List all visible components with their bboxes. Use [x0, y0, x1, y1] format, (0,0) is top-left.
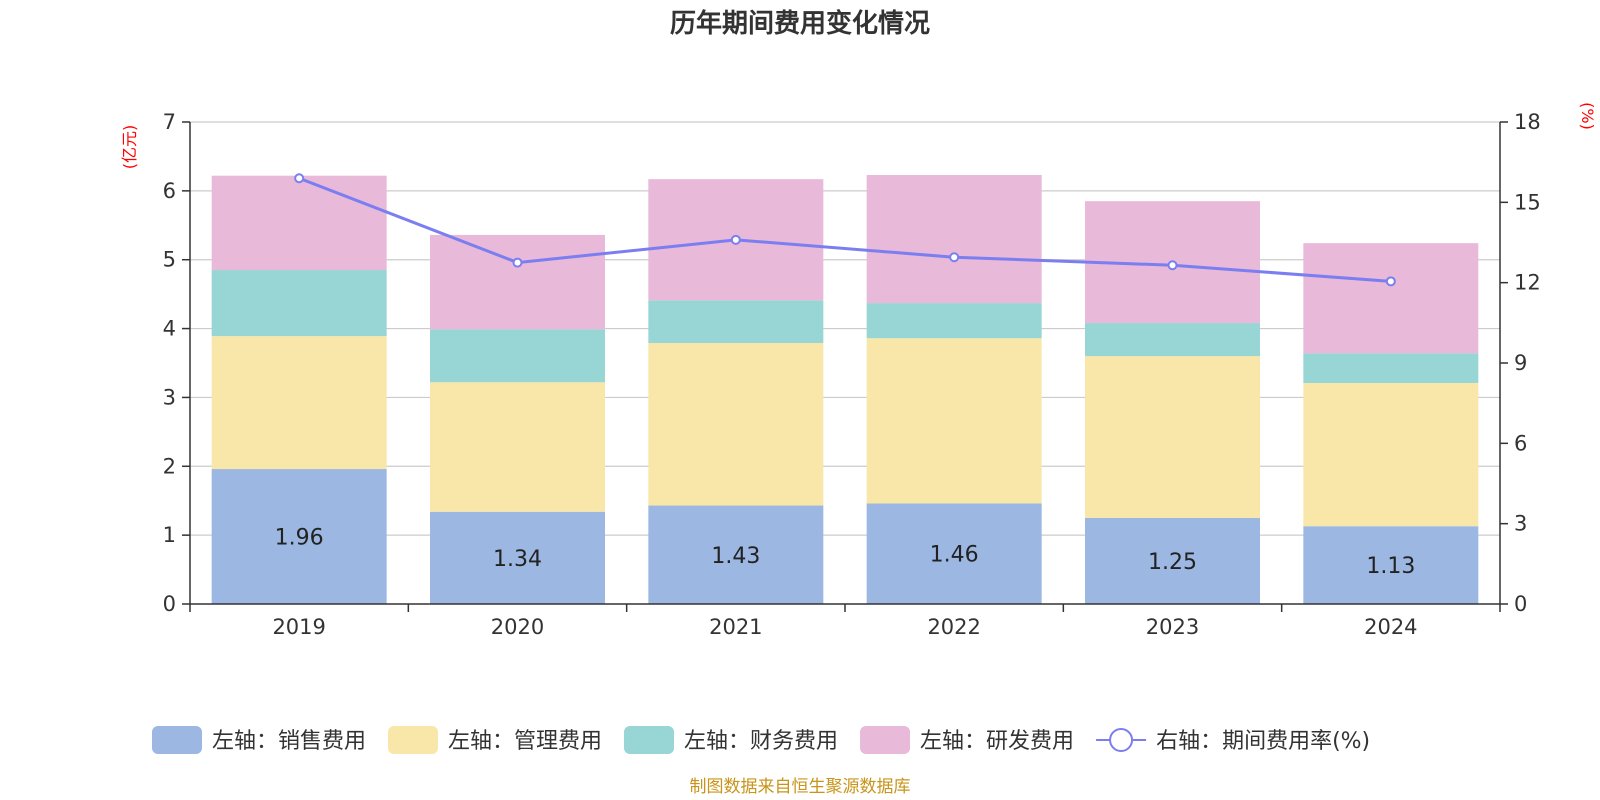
bar-segment-2022-s2 [866, 303, 1042, 339]
rate-point [949, 252, 960, 263]
right-tick-label: 3 [1514, 512, 1527, 536]
right-tick-label: 6 [1514, 431, 1527, 455]
bar-segment-2024-s2 [1303, 353, 1479, 383]
bar-segment-2021-s0 [648, 505, 824, 604]
bar-data-label: 1.25 [1148, 550, 1197, 575]
bar-segment-2024-s1 [1303, 382, 1479, 527]
bar-segment-2020-s3 [430, 234, 605, 330]
bar-segment-2023-s2 [1085, 323, 1260, 357]
legend: 左轴：销售费用 左轴：管理费用 左轴：财务费用 左轴：研发费用 右轴：期间费用率(%) [152, 726, 1370, 754]
bar-segment-2019-s0 [211, 469, 387, 604]
bar-data-label: 1.34 [493, 547, 542, 572]
rate-line [294, 173, 1396, 287]
bar-data-label: 1.43 [711, 544, 760, 569]
bar-segment-2023-s1 [1085, 356, 1260, 518]
legend-swatch-1 [388, 726, 439, 754]
bar-segment-2019-s1 [211, 336, 387, 470]
bar-segment-2022-s0 [866, 503, 1042, 604]
rate-line-path [298, 176, 1391, 283]
legend-label-0: 左轴：销售费用 [212, 729, 366, 754]
left-tick-label: 6 [163, 179, 176, 203]
grid [190, 121, 1500, 536]
bar-segment-2020-s2 [430, 329, 605, 383]
bar-segment-2021-s2 [648, 300, 824, 344]
bar-data-label: 1.46 [930, 543, 979, 568]
x-tick-label: 2024 [1364, 615, 1417, 639]
legend-label-4: 右轴：期间费用率(%) [1156, 729, 1370, 754]
x-tick-label: 2023 [1146, 615, 1199, 639]
legend-swatch-0 [152, 726, 202, 754]
bars [211, 175, 1479, 604]
legend-marker [1109, 728, 1134, 752]
left-tick-label: 2 [163, 454, 176, 478]
bar-segment-2023-s0 [1085, 517, 1260, 604]
legend-label-1: 左轴：管理费用 [448, 729, 602, 754]
x-tick-label: 2019 [272, 615, 325, 639]
x-tick-label: 2021 [709, 615, 762, 639]
bar-segment-2024-s3 [1303, 243, 1479, 354]
right-tick-label: 12 [1514, 271, 1541, 295]
bar-labels: 1.96 1.34 1.43 1.46 1.25 1.13 [275, 526, 1416, 580]
legend-label-3: 左轴：研发费用 [920, 729, 1074, 754]
rate-point [294, 173, 305, 184]
x-tick-label: 2020 [491, 615, 544, 639]
left-axis-unit: (亿元) [120, 125, 139, 170]
left-tick-label: 0 [163, 592, 176, 616]
left-tick-label: 4 [163, 317, 176, 341]
legend-label-2: 左轴：财务费用 [684, 729, 838, 754]
bar-data-label: 1.13 [1366, 554, 1415, 579]
bar-segment-2020-s1 [430, 382, 605, 512]
legend-swatch-2 [624, 726, 675, 754]
right-tick-label: 18 [1514, 110, 1541, 134]
legend-swatch-3 [860, 726, 911, 754]
left-tick-label: 1 [163, 523, 176, 547]
bar-segment-2022-s1 [866, 338, 1042, 504]
bar-segment-2020-s0 [430, 511, 605, 604]
rate-point [1167, 260, 1178, 271]
left-tick-label: 7 [163, 110, 176, 134]
x-tick-label: 2022 [927, 615, 980, 639]
source-note: 制图数据来自恒生聚源数据库 [690, 777, 911, 797]
right-tick-label: 0 [1514, 592, 1527, 616]
chart-title: 历年期间费用变化情况 [670, 8, 930, 39]
left-tick-label: 3 [163, 385, 176, 409]
bar-segment-2024-s0 [1303, 526, 1479, 604]
bar-segment-2019-s2 [211, 270, 387, 337]
right-axis-unit: (%) [1578, 102, 1597, 130]
right-tick-label: 15 [1514, 190, 1541, 214]
right-tick-label: 9 [1514, 351, 1527, 375]
rate-point [730, 234, 741, 245]
bar-segment-2021-s1 [648, 343, 824, 506]
rate-point [512, 257, 523, 268]
bar-segment-2022-s3 [866, 175, 1042, 304]
left-tick-label: 5 [163, 248, 176, 272]
bar-data-label: 1.96 [275, 526, 324, 551]
bar-segment-2019-s3 [211, 175, 387, 271]
rate-point [1385, 276, 1396, 287]
